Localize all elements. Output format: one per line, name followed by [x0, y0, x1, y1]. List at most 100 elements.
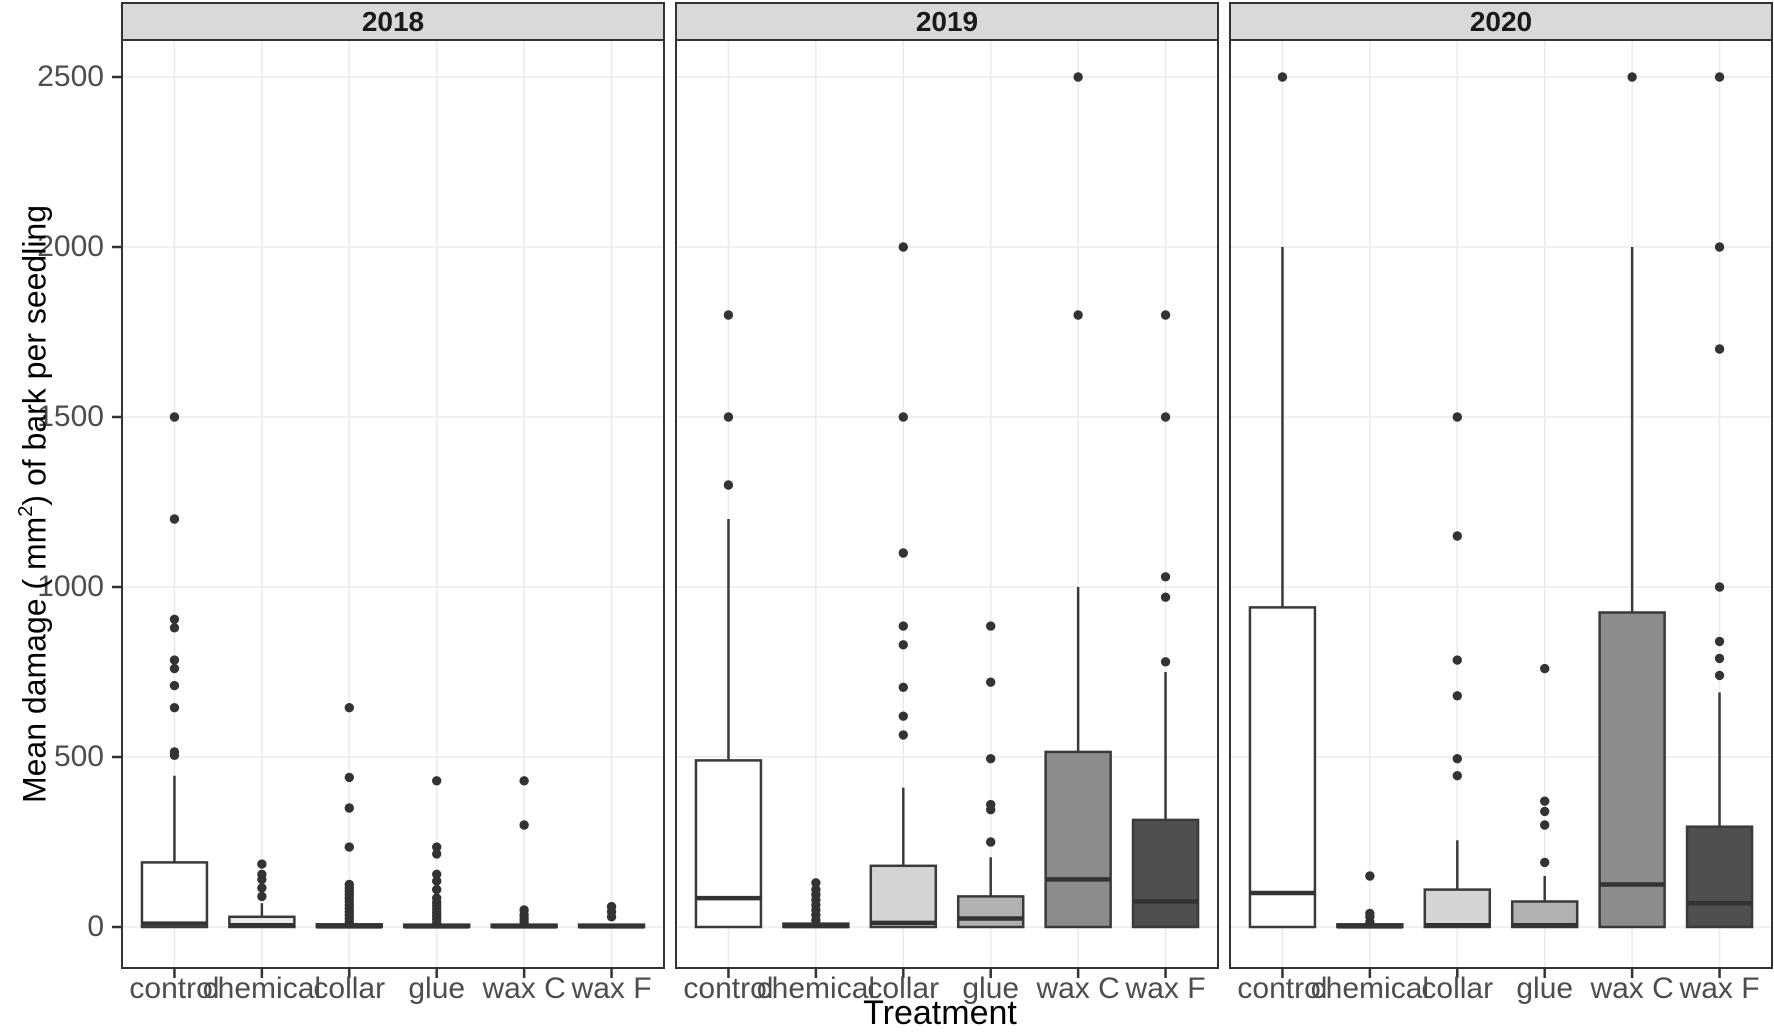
facet-strip — [1229, 2, 1773, 41]
x-tick-label: collar — [1421, 972, 1494, 1005]
y-tick-label: 500 — [53, 740, 104, 773]
x-axis-title: Treatment — [863, 994, 1017, 1032]
x-tick-label: control — [129, 972, 220, 1005]
panel-background — [676, 40, 1218, 968]
outlier-point — [1627, 72, 1637, 82]
x-tick-label: wax F — [1125, 972, 1206, 1005]
outlier-point — [1714, 636, 1725, 647]
outlier-point — [169, 655, 180, 665]
box-2020-glue — [1510, 900, 1579, 929]
outlier-point — [898, 412, 908, 422]
facet-label: 2019 — [915, 6, 979, 37]
outlier-point — [898, 621, 908, 631]
outlier-point — [1540, 820, 1550, 830]
panel-background — [122, 40, 664, 968]
outlier-point — [723, 480, 734, 490]
outlier-point — [432, 842, 442, 852]
y-axis-title-superscript: 2 — [15, 505, 37, 517]
x-tick-label: chemical — [202, 972, 322, 1005]
outlier-point — [898, 640, 908, 650]
outlier-point — [1714, 582, 1725, 592]
outlier-point — [1452, 754, 1462, 764]
outlier-point — [1277, 72, 1288, 82]
outlier-point — [169, 614, 180, 624]
outlier-point — [169, 703, 180, 713]
x-tick-label: collar — [313, 972, 386, 1005]
x-tick-label: glue — [408, 972, 466, 1005]
outlier-point — [1540, 857, 1550, 868]
outlier-point — [169, 514, 180, 524]
outlier-point — [1073, 310, 1083, 320]
facet-label: 2018 — [361, 6, 425, 37]
box-2020-wax-C — [1598, 611, 1666, 929]
y-tick-label: 2000 — [37, 230, 104, 263]
outlier-point — [257, 883, 267, 893]
outlier-point — [257, 869, 267, 879]
outlier-point — [1540, 806, 1550, 817]
outlier-point — [1160, 412, 1171, 422]
outlier-point — [1714, 653, 1725, 664]
outlier-point — [811, 878, 821, 888]
outlier-point — [344, 803, 354, 813]
x-tick-label: wax C — [1036, 972, 1120, 1005]
outlier-point — [898, 711, 908, 721]
x-tick-label: control — [1237, 972, 1328, 1005]
outlier-point — [606, 901, 617, 912]
x-tick-label: wax C — [482, 972, 566, 1005]
outlier-point — [811, 884, 821, 895]
box-2020-control — [1248, 606, 1317, 929]
outlier-point — [1714, 670, 1725, 681]
x-tick-label: glue — [962, 972, 1020, 1005]
outlier-point — [432, 776, 442, 786]
panel-background — [1230, 40, 1772, 968]
y-axis-title: Mean damage ( mm2) of bark per seedling — [7, 94, 53, 914]
outlier-point — [986, 677, 996, 687]
x-tick-label: wax F — [571, 972, 652, 1005]
outlier-point — [1452, 691, 1462, 701]
outlier-point — [1540, 796, 1550, 806]
y-tick-label: 0 — [87, 910, 104, 943]
outlier-point — [986, 754, 996, 764]
outlier-point — [1160, 592, 1171, 602]
outlier-point — [898, 548, 908, 558]
outlier-point — [169, 663, 180, 674]
outlier-point — [1714, 72, 1725, 82]
outlier-point — [986, 837, 996, 847]
outlier-point — [1365, 908, 1375, 919]
x-tick-label: wax F — [1679, 972, 1760, 1005]
outlier-point — [1714, 344, 1725, 354]
outlier-point — [1452, 531, 1462, 541]
box-2020-collar — [1423, 888, 1492, 929]
outlier-point — [169, 747, 180, 757]
outlier-point — [723, 310, 734, 320]
x-tick-label: chemical — [756, 972, 876, 1005]
outlier-point — [519, 820, 529, 830]
outlier-point — [169, 680, 180, 691]
y-tick-label: 1500 — [37, 400, 104, 433]
y-tick-label: 2500 — [37, 60, 104, 93]
outlier-point — [344, 879, 354, 890]
outlier-point — [519, 905, 529, 915]
outlier-point — [986, 799, 996, 810]
x-tick-label: chemical — [1310, 972, 1430, 1005]
outlier-point — [898, 730, 908, 740]
facet-strip — [121, 2, 665, 41]
x-tick-label: glue — [1516, 972, 1574, 1005]
outlier-point — [898, 242, 908, 252]
y-tick-label: 1000 — [37, 570, 104, 603]
outlier-point — [898, 682, 908, 692]
box-2019-control — [694, 759, 763, 929]
outlier-point — [344, 842, 354, 852]
outlier-point — [257, 859, 267, 869]
box-2019-wax-F — [1131, 818, 1200, 929]
outlier-point — [986, 621, 996, 631]
outlier-point — [169, 412, 180, 422]
facet-label: 2020 — [1469, 6, 1533, 37]
outlier-point — [432, 884, 442, 895]
box-2019-collar — [869, 864, 938, 929]
outlier-point — [519, 776, 529, 786]
x-tick-label: wax C — [1590, 972, 1674, 1005]
box-2019-wax-C — [1044, 750, 1112, 929]
